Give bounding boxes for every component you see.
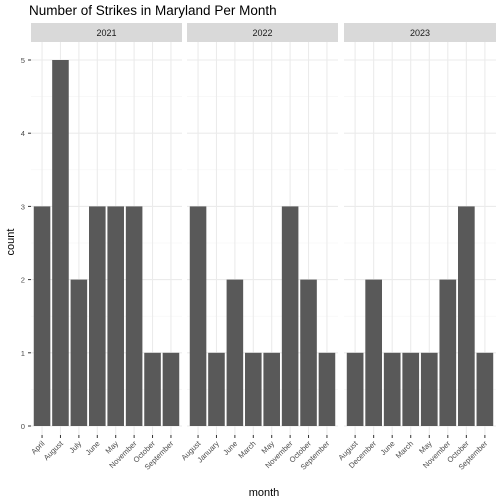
bar-2023-june bbox=[383, 352, 401, 426]
facet-strip bbox=[187, 23, 338, 42]
x-tick-label: July bbox=[67, 439, 83, 455]
facet-strip-label: 2023 bbox=[410, 28, 430, 38]
bar-2021-august bbox=[52, 60, 69, 426]
bar-2023-october bbox=[458, 206, 475, 426]
bar-2022-march bbox=[245, 352, 262, 426]
bar-2021-september bbox=[162, 352, 180, 426]
bar-2023-november bbox=[439, 279, 457, 426]
bar-2021-october bbox=[144, 352, 161, 426]
bar-2022-may bbox=[263, 352, 280, 426]
y-tick-label: 3 bbox=[21, 202, 25, 211]
bar-2021-june bbox=[89, 206, 106, 426]
facet-strip-label: 2022 bbox=[252, 28, 272, 38]
x-tick-label: March bbox=[236, 439, 257, 460]
bar-2022-november bbox=[281, 206, 299, 426]
y-tick-label: 2 bbox=[21, 276, 25, 285]
bar-2023-march bbox=[402, 352, 420, 426]
y-tick-label: 1 bbox=[21, 349, 25, 358]
bar-2022-january bbox=[208, 352, 225, 426]
y-axis-title: count bbox=[5, 229, 17, 256]
facet-strip-label: 2021 bbox=[96, 28, 116, 38]
bar-2022-june bbox=[226, 279, 244, 426]
bar-2021-april bbox=[33, 206, 51, 426]
bar-2022-october bbox=[300, 279, 317, 426]
bar-2023-december bbox=[365, 279, 382, 426]
x-tick-label: August bbox=[42, 438, 66, 462]
bar-2022-august bbox=[189, 206, 207, 426]
bar-2021-november bbox=[125, 206, 143, 426]
bar-2022-september bbox=[318, 352, 336, 426]
facet-strip bbox=[31, 23, 182, 42]
x-axis-title: month bbox=[249, 487, 280, 499]
y-tick-label: 5 bbox=[21, 56, 25, 65]
bar-2021-july bbox=[70, 279, 88, 426]
bar-2023-september bbox=[476, 352, 494, 426]
y-axis: 0 1 2 3 4 5 bbox=[21, 56, 31, 431]
facet-strip bbox=[344, 23, 496, 42]
x-tick-label: March bbox=[394, 439, 415, 460]
bar-2023-may bbox=[420, 352, 438, 426]
y-tick-label: 4 bbox=[21, 129, 25, 138]
x-tick-label: June bbox=[84, 439, 102, 457]
y-tick-label: 0 bbox=[21, 422, 25, 431]
chart-title: Number of Strikes in Maryland Per Month bbox=[29, 3, 277, 18]
bar-2023-august bbox=[346, 352, 364, 426]
bar-2021-may bbox=[107, 206, 124, 426]
